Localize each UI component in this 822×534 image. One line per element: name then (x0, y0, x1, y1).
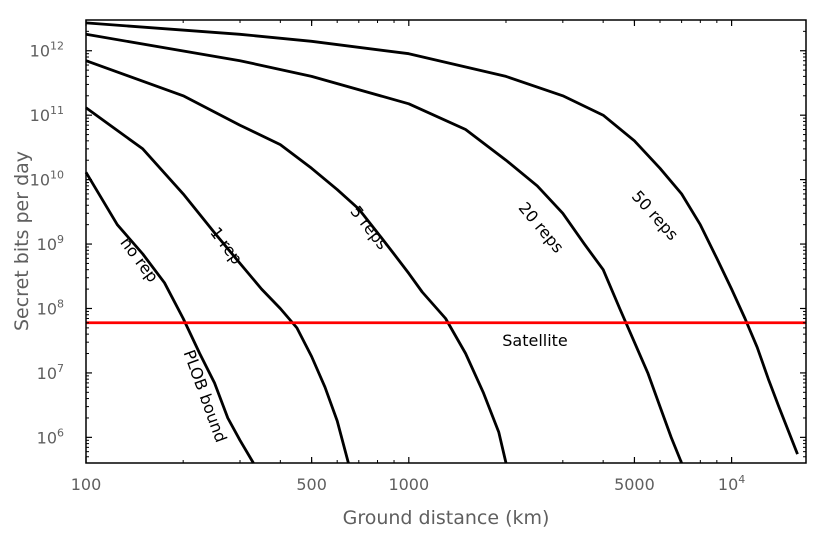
reference-label-satellite: Satellite (502, 331, 568, 350)
series-line-50-reps (85, 21, 799, 455)
x-tick-label: 1000 (388, 475, 429, 494)
x-axis-label: Ground distance (km) (343, 507, 550, 529)
y-tick-label: 109 (37, 233, 64, 254)
x-tick-label: 500 (296, 475, 327, 494)
y-axis-label: Secret bits per day (11, 151, 33, 331)
series-line-no-rep (84, 171, 255, 464)
x-tick-label: 5000 (614, 475, 655, 494)
plot-frame (85, 19, 807, 464)
curves-layer (84, 21, 799, 464)
curve-label-20-reps: 20 reps (515, 198, 568, 256)
y-tick-label: 106 (37, 426, 64, 447)
x-tick-label: 104 (718, 473, 745, 494)
curve-label-1-rep: 1 rep (206, 223, 246, 268)
curve-label-no-rep: no rep (116, 234, 162, 286)
y-tick-label: 1012 (30, 40, 64, 61)
series-line-5-reps (85, 59, 508, 464)
y-tick-label: 108 (37, 297, 64, 318)
series-line-20-reps (85, 32, 683, 464)
y-axis-ticks: 106 107 108 109 1010 1011 1012 (30, 19, 806, 464)
x-axis-ticks: 100 500 1000 5000 104 (71, 20, 745, 494)
y-tick-label: 1011 (30, 104, 64, 125)
curve-label-50-reps: 50 reps (628, 187, 682, 244)
curve-label-5-reps: 5 reps (347, 202, 393, 253)
series-line-1-rep (85, 106, 350, 464)
x-tick-label: 100 (71, 475, 102, 494)
y-tick-label: 1010 (30, 169, 64, 190)
y-tick-label: 107 (37, 362, 64, 383)
